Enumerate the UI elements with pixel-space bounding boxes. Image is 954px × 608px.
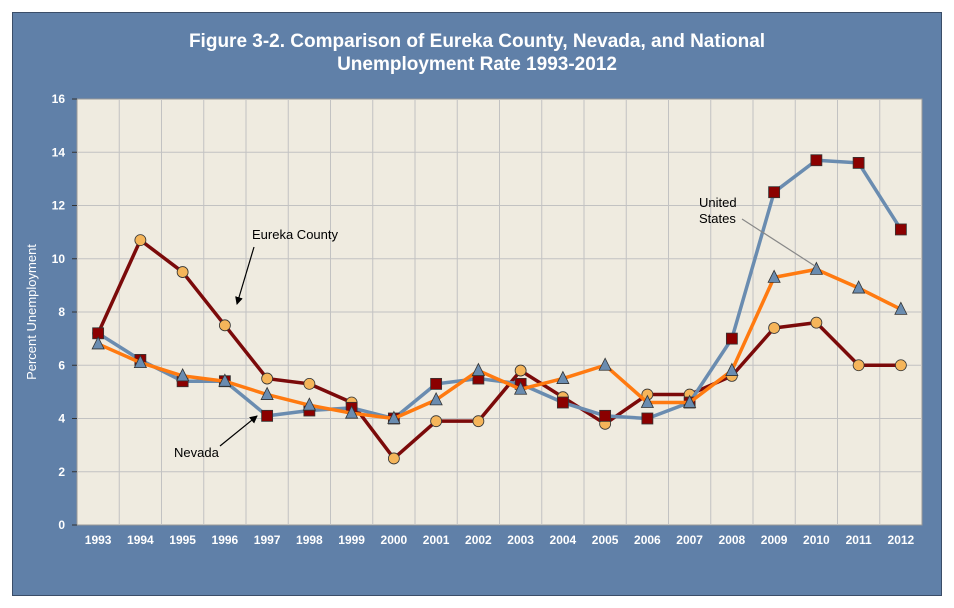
x-tick-label: 1998: [296, 533, 323, 547]
point-us: [598, 357, 612, 371]
x-tick-label: 1996: [212, 533, 239, 547]
point-eureka: [303, 377, 316, 390]
nevada-arrow: [219, 415, 258, 447]
point-nevada: [810, 154, 823, 167]
y-tick-label: 16: [52, 92, 66, 106]
point-us: [809, 261, 824, 275]
point-us: [767, 269, 781, 283]
y-axis-ticks: 0 2 4 6 8 10 12 14 16: [52, 92, 77, 532]
point-us: [175, 368, 190, 382]
point-us: [725, 362, 739, 376]
point-us: [556, 370, 570, 384]
gridlines: [77, 99, 922, 525]
chart-title: Figure 3-2. Comparison of Eureka County,…: [12, 30, 942, 76]
point-us: [851, 280, 866, 294]
point-eureka: [852, 359, 865, 372]
nevada-annotation: Nevada: [174, 445, 220, 460]
point-eureka: [176, 266, 189, 278]
eureka-county-arrow: [235, 246, 255, 305]
series-line-eureka: [96, 238, 901, 461]
point-us: [260, 386, 274, 400]
point-us: [302, 397, 317, 411]
x-tick-label: 2005: [592, 533, 619, 547]
x-tick-label: 2006: [634, 533, 661, 547]
point-us: [513, 381, 528, 395]
point-eureka: [387, 452, 400, 465]
point-eureka: [514, 364, 527, 377]
point-us: [387, 410, 401, 424]
point-eureka: [261, 372, 274, 385]
y-tick-label: 4: [58, 412, 65, 426]
y-tick-label: 10: [52, 252, 66, 266]
point-eureka: [134, 234, 147, 247]
x-tick-label: 1994: [127, 533, 154, 547]
series-eureka: [92, 234, 907, 465]
point-nevada: [599, 409, 612, 422]
x-tick-label: 2009: [761, 533, 788, 547]
point-us: [133, 354, 148, 368]
point-us: [682, 394, 697, 408]
chart-title-line-1: Figure 3-2. Comparison of Eureka County,…: [188, 31, 766, 52]
point-nevada: [725, 332, 738, 345]
x-tick-label: 2001: [423, 533, 450, 547]
point-nevada: [768, 186, 781, 199]
x-tick-label: 2007: [676, 533, 703, 547]
y-tick-label: 8: [58, 305, 65, 319]
x-tick-label: 1999: [338, 533, 365, 547]
point-us: [91, 336, 105, 350]
point-nevada: [261, 409, 274, 422]
point-nevada: [430, 377, 443, 390]
y-tick-label: 6: [58, 358, 65, 372]
point-nevada: [894, 223, 907, 236]
series-group: [91, 154, 908, 465]
point-us: [344, 405, 359, 419]
x-tick-label: 2008: [719, 533, 746, 547]
point-eureka: [768, 322, 781, 334]
series-line-us: [97, 267, 902, 421]
point-us: [471, 362, 486, 376]
point-us: [218, 373, 232, 387]
x-axis-ticks: 1993 1994 1995 1996 1997 1998 1999 2000 2001 2002…: [85, 533, 915, 547]
point-us: [429, 391, 443, 406]
point-eureka: [894, 359, 907, 372]
x-tick-label: 2002: [465, 533, 492, 547]
chart-title-line-2: Unemployment Rate 1993-2012: [337, 54, 617, 75]
x-tick-label: 1997: [254, 533, 281, 547]
united-states-leader: [741, 218, 819, 269]
y-tick-label: 2: [58, 465, 65, 479]
y-axis-label: Percent Unemployment: [24, 244, 39, 380]
point-nevada: [641, 412, 654, 425]
x-tick-label: 1993: [85, 533, 112, 547]
united-states-annotation-line-1: United: [699, 195, 737, 210]
x-tick-label: 2004: [550, 533, 577, 547]
x-tick-label: 2012: [888, 533, 915, 547]
point-eureka: [218, 319, 231, 332]
x-tick-label: 1995: [169, 533, 196, 547]
point-eureka: [472, 415, 485, 428]
eureka-county-annotation: Eureka County: [252, 227, 338, 242]
x-tick-label: 2010: [803, 533, 830, 547]
y-tick-label: 0: [58, 518, 65, 532]
y-tick-label: 14: [52, 145, 66, 159]
united-states-annotation-line-2: States: [699, 211, 736, 226]
y-tick-label: 12: [52, 199, 66, 213]
x-tick-label: 2011: [846, 533, 872, 547]
series-us: [91, 261, 908, 424]
point-nevada: [556, 396, 569, 409]
x-tick-label: 2000: [381, 533, 408, 547]
point-us: [894, 301, 908, 315]
point-eureka: [430, 415, 443, 428]
annotations: Eureka County Nevada United States: [174, 195, 819, 460]
point-nevada: [852, 156, 865, 169]
point-us: [640, 394, 655, 408]
x-tick-label: 2003: [507, 533, 534, 547]
point-eureka: [810, 316, 823, 329]
